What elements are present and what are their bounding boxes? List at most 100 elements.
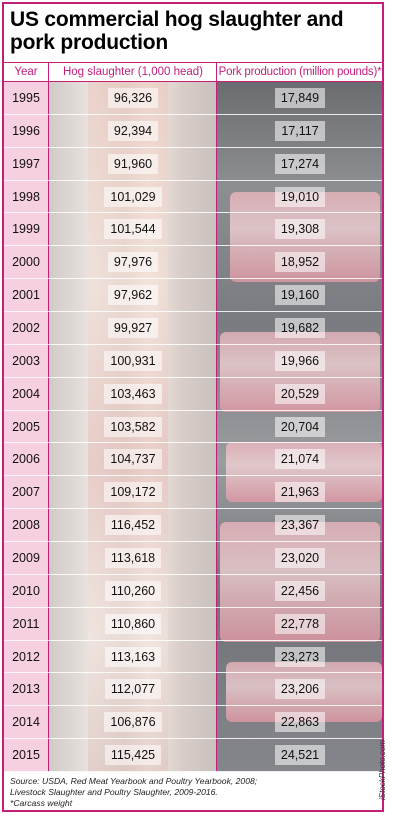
row-hog-slaughter: 109,172: [50, 476, 216, 509]
table-row: 1999 101,544 19,308: [4, 213, 382, 247]
row-pork-production-value: 20,529: [274, 383, 326, 404]
row-year: 2002: [4, 312, 48, 345]
row-pork-production: 22,863: [218, 706, 382, 739]
row-year-value: 2005: [12, 419, 40, 434]
row-pork-production-value: 19,966: [274, 350, 326, 371]
source-line-2: Livestock Slaughter and Poultry Slaughte…: [10, 787, 218, 797]
row-pork-production-value: 20,704: [274, 416, 326, 437]
row-hog-slaughter: 101,544: [50, 213, 216, 246]
row-pork-production: 18,952: [218, 246, 382, 279]
row-pork-production-value: 22,863: [274, 712, 326, 733]
row-hog-slaughter: 96,326: [50, 82, 216, 115]
table-row: 2007 109,172 21,963: [4, 476, 382, 510]
row-pork-production-value: 23,367: [274, 515, 326, 536]
row-year-value: 2008: [12, 518, 40, 533]
row-hog-slaughter-value: 106,876: [104, 712, 162, 733]
row-pork-production: 19,010: [218, 181, 382, 214]
table-header: Year Hog slaughter (1,000 head) Pork pro…: [4, 62, 382, 82]
table-row: 2006 104,737 21,074: [4, 443, 382, 477]
year-column-background: [4, 82, 48, 772]
row-year: 1998: [4, 181, 48, 214]
row-hog-slaughter: 92,394: [50, 115, 216, 148]
row-pork-production-value: 22,456: [274, 580, 326, 601]
row-year-value: 1999: [12, 222, 40, 237]
row-year-value: 2015: [12, 748, 40, 763]
source-line-1: Source: USDA, Red Meat Yearbook and Poul…: [10, 776, 258, 786]
row-hog-slaughter-value: 112,077: [104, 679, 162, 700]
table-row: 2013 112,077 23,206: [4, 673, 382, 707]
row-hog-slaughter-value: 110,860: [104, 613, 162, 634]
row-pork-production: 19,966: [218, 345, 382, 378]
row-hog-slaughter: 113,618: [50, 542, 216, 575]
row-year-value: 1996: [12, 123, 40, 138]
table-row: 2014 106,876 22,863: [4, 706, 382, 740]
row-hog-slaughter: 103,463: [50, 378, 216, 411]
row-hog-slaughter-value: 92,394: [107, 120, 159, 141]
table-row: 2010 110,260 22,456: [4, 575, 382, 608]
row-pork-production-value: 19,010: [274, 186, 326, 207]
row-hog-slaughter: 112,077: [50, 673, 216, 706]
row-hog-slaughter-value: 113,163: [104, 646, 162, 667]
row-hog-slaughter: 115,425: [50, 739, 216, 772]
row-pork-production-value: 19,308: [274, 219, 326, 240]
row-year-value: 2002: [12, 321, 40, 335]
row-hog-slaughter: 97,962: [50, 279, 216, 312]
row-hog-slaughter: 116,452: [50, 509, 216, 542]
carcass-weight-note: *Carcass weight: [10, 798, 73, 808]
row-hog-slaughter-value: 109,172: [104, 482, 162, 503]
table-row: 1998 101,029 19,010: [4, 181, 382, 214]
row-year: 2000: [4, 246, 48, 279]
row-hog-slaughter: 91,960: [50, 148, 216, 181]
row-year-value: 2009: [12, 551, 40, 565]
header-hog-slaughter: Hog slaughter (1,000 head): [62, 66, 203, 78]
row-hog-slaughter: 103,582: [50, 411, 216, 444]
row-year-value: 1998: [12, 189, 40, 204]
source-note: Source: USDA, Red Meat Yearbook and Poul…: [10, 776, 360, 809]
column-divider: [48, 62, 49, 772]
table-row: 2009 113,618 23,020: [4, 542, 382, 575]
row-pork-production-value: 18,952: [274, 252, 326, 273]
row-hog-slaughter-value: 100,931: [104, 350, 162, 371]
row-hog-slaughter-value: 103,463: [104, 383, 162, 404]
row-year: 1995: [4, 82, 48, 115]
row-year-value: 2014: [12, 715, 40, 730]
row-hog-slaughter: 106,876: [50, 706, 216, 739]
row-pork-production-value: 21,963: [274, 482, 326, 503]
row-hog-slaughter-value: 97,976: [107, 252, 159, 273]
row-pork-production: 17,274: [218, 148, 382, 181]
row-hog-slaughter-value: 101,544: [104, 219, 162, 240]
table-body: 1995 96,326 17,849 1996 92,394 17,117 1997 91,9…: [4, 82, 382, 772]
chart-frame: US commercial hog slaughter and pork pro…: [2, 2, 384, 812]
table-row: 1997 91,960 17,274: [4, 148, 382, 181]
row-year: 2008: [4, 509, 48, 542]
row-hog-slaughter: 99,927: [50, 312, 216, 345]
row-year-value: 2013: [12, 682, 40, 697]
row-year: 2005: [4, 411, 48, 444]
table-row: 2003 100,931 19,966: [4, 345, 382, 378]
row-year-value: 2007: [12, 485, 40, 500]
row-hog-slaughter-value: 113,618: [104, 548, 162, 568]
row-hog-slaughter-value: 101,029: [104, 186, 162, 207]
row-pork-production-value: 23,206: [274, 679, 326, 700]
row-pork-production: 21,963: [218, 476, 382, 509]
row-year-value: 2001: [12, 288, 40, 303]
row-year-value: 1995: [12, 91, 40, 105]
row-pork-production-value: 17,849: [274, 88, 326, 108]
row-year: 1996: [4, 115, 48, 148]
row-pork-production: 23,367: [218, 509, 382, 542]
table-row: 2015 115,425 24,521: [4, 739, 382, 772]
row-pork-production-value: 22,778: [274, 613, 326, 634]
row-hog-slaughter: 97,976: [50, 246, 216, 279]
row-pork-production: 20,704: [218, 411, 382, 444]
row-hog-slaughter-value: 104,737: [104, 449, 162, 470]
row-pork-production: 24,521: [218, 739, 382, 772]
row-year: 2015: [4, 739, 48, 772]
row-pork-production-value: 19,160: [274, 285, 326, 306]
row-hog-slaughter-value: 110,260: [104, 580, 162, 601]
table-row: 1996 92,394 17,117: [4, 115, 382, 148]
row-pork-production: 23,206: [218, 673, 382, 706]
row-pork-production: 21,074: [218, 443, 382, 476]
row-pork-production: 22,778: [218, 608, 382, 641]
row-hog-slaughter: 104,737: [50, 443, 216, 476]
row-year-value: 2012: [12, 649, 40, 664]
